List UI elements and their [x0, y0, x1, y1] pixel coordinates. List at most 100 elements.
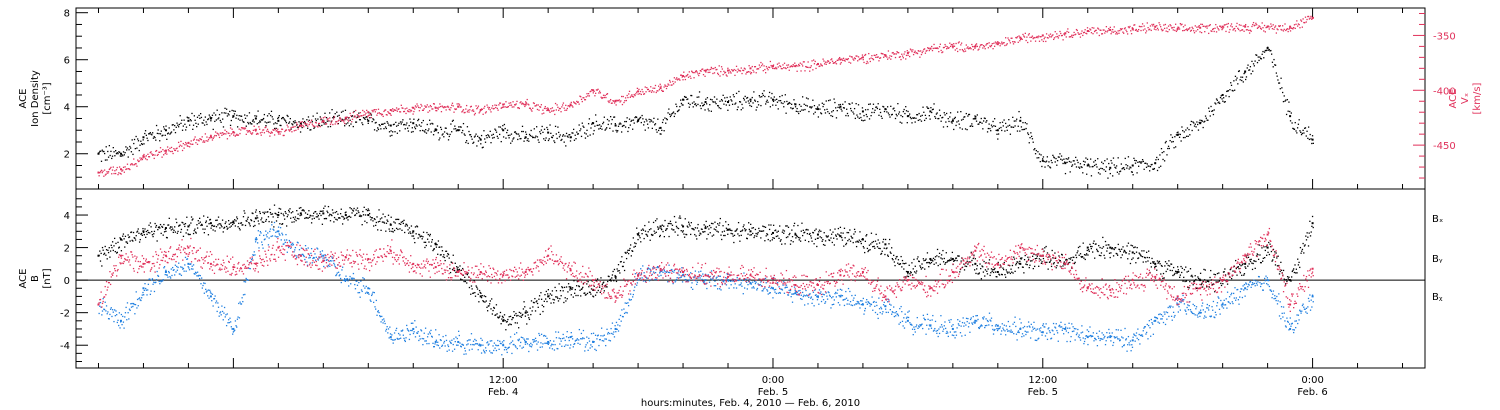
- data-dot: [251, 133, 253, 135]
- data-dot: [302, 209, 304, 211]
- data-dot: [1010, 37, 1012, 39]
- data-dot: [836, 238, 838, 240]
- data-dot: [990, 272, 992, 274]
- data-dot: [662, 119, 665, 121]
- data-dot: [178, 145, 181, 148]
- data-dot: [908, 114, 910, 117]
- data-point: [569, 103, 572, 106]
- data-dot: [1060, 32, 1062, 35]
- data-dot: [1141, 255, 1144, 258]
- data-dot: [98, 254, 100, 257]
- data-dot: [138, 232, 140, 234]
- data-dot: [1022, 121, 1024, 124]
- data-dot: [733, 241, 735, 244]
- data-dot: [665, 228, 668, 230]
- data-dot: [888, 243, 890, 245]
- data-dot: [1305, 135, 1307, 137]
- data-dot: [915, 117, 917, 119]
- data-dot: [918, 260, 920, 263]
- data-dot: [649, 239, 651, 241]
- data-dot: [221, 134, 223, 136]
- data-dot: [940, 49, 942, 52]
- data-dot: [919, 56, 921, 58]
- data-dot: [496, 107, 498, 110]
- data-dot: [1160, 147, 1163, 150]
- data-dot: [580, 288, 583, 290]
- data-dot: [1124, 250, 1126, 252]
- data-dot: [241, 119, 244, 121]
- data-dot: [766, 233, 768, 235]
- data-dot: [710, 226, 712, 229]
- data-dot: [566, 135, 568, 137]
- data-dot: [155, 226, 157, 228]
- data-dot: [1073, 31, 1075, 34]
- data-dot: [1104, 170, 1107, 172]
- data-dot: [1274, 25, 1277, 27]
- data-dot: [873, 245, 875, 248]
- data-dot: [1294, 27, 1296, 30]
- data-dot: [805, 66, 808, 68]
- data-dot: [895, 53, 897, 55]
- data-dot: [1006, 271, 1008, 273]
- data-dot: [506, 131, 508, 134]
- data-dot: [1307, 137, 1309, 140]
- data-point: [839, 105, 842, 108]
- data-dot: [411, 235, 413, 237]
- data-dot: [1206, 27, 1208, 29]
- data-dot: [456, 129, 458, 131]
- data-dot: [1012, 126, 1015, 128]
- data-dot: [755, 72, 757, 74]
- data-dot: [617, 99, 620, 102]
- data-dot: [849, 55, 851, 57]
- data-dot: [857, 241, 859, 243]
- data-dot: [740, 109, 742, 111]
- data-dot: [410, 131, 413, 133]
- data-dot: [1130, 244, 1132, 246]
- data-dot: [462, 109, 465, 111]
- data-dot: [1152, 261, 1154, 263]
- data-dot: [1240, 24, 1242, 26]
- data-point: [771, 98, 774, 101]
- data-dot: [512, 317, 514, 319]
- data-dot: [484, 112, 487, 114]
- data-dot: [170, 131, 173, 133]
- data-dot: [492, 133, 495, 136]
- data-point: [254, 128, 257, 131]
- data-dot: [425, 132, 428, 134]
- data-dot: [1204, 120, 1206, 122]
- data-dot: [542, 109, 544, 111]
- data-dot: [421, 129, 424, 132]
- data-dot: [451, 131, 453, 133]
- data-dot: [880, 253, 882, 255]
- data-dot: [412, 113, 414, 115]
- data-dot: [558, 107, 561, 110]
- data-dot: [224, 129, 226, 131]
- data-dot: [499, 102, 501, 104]
- data-dot: [634, 245, 637, 248]
- data-dot: [1191, 129, 1193, 132]
- data-dot: [983, 46, 986, 48]
- data-dot: [1215, 31, 1218, 33]
- data-dot: [757, 68, 760, 70]
- data-dot: [583, 97, 585, 99]
- data-dot: [687, 73, 689, 76]
- data-dot: [1120, 163, 1122, 165]
- data-dot: [375, 108, 377, 111]
- data-dot: [489, 300, 491, 302]
- data-point: [389, 124, 392, 127]
- data-dot: [353, 207, 355, 210]
- data-dot: [234, 110, 236, 112]
- data-dot: [473, 114, 476, 116]
- data-dot: [402, 107, 404, 109]
- data-dot: [983, 117, 986, 119]
- data-dot: [833, 244, 835, 246]
- data-dot: [98, 151, 100, 154]
- data-dot: [1127, 242, 1130, 244]
- data-dot: [1302, 18, 1304, 20]
- data-dot: [107, 251, 110, 254]
- data-dot: [1189, 27, 1191, 29]
- data-dot: [113, 245, 115, 247]
- data-dot: [744, 68, 746, 70]
- data-point: [434, 243, 437, 246]
- data-dot: [370, 219, 372, 221]
